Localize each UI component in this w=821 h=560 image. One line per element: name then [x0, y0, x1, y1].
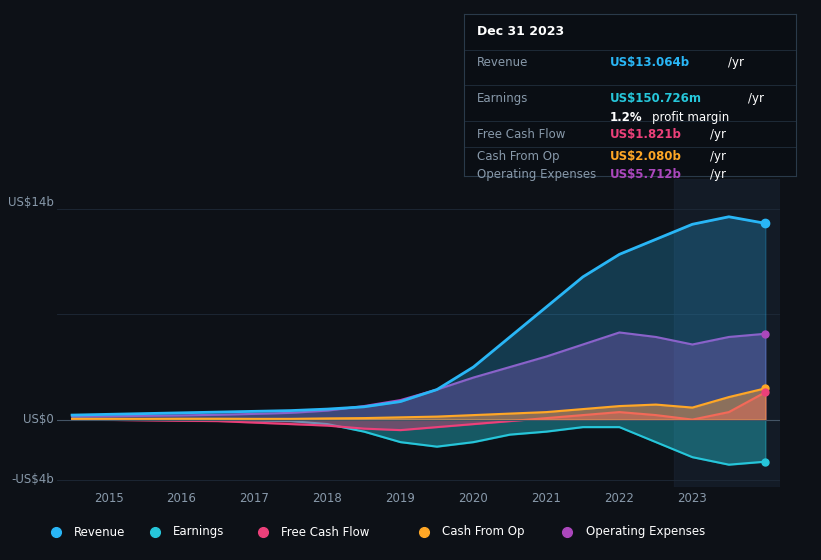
Text: Revenue: Revenue	[75, 525, 126, 539]
Text: Dec 31 2023: Dec 31 2023	[477, 25, 564, 39]
Text: US$0: US$0	[23, 413, 54, 426]
Text: profit margin: profit margin	[652, 111, 729, 124]
Text: 1.2%: 1.2%	[610, 111, 643, 124]
Text: US$150.726m: US$150.726m	[610, 92, 702, 105]
Text: /yr: /yr	[728, 56, 744, 69]
Text: Earnings: Earnings	[477, 92, 529, 105]
Text: /yr: /yr	[710, 151, 726, 164]
Text: Operating Expenses: Operating Expenses	[585, 525, 705, 539]
Text: Cash From Op: Cash From Op	[477, 151, 560, 164]
Text: /yr: /yr	[710, 168, 726, 181]
Text: Revenue: Revenue	[477, 56, 529, 69]
Text: /yr: /yr	[748, 92, 764, 105]
Text: US$13.064b: US$13.064b	[610, 56, 690, 69]
Text: Free Cash Flow: Free Cash Flow	[282, 525, 369, 539]
Text: US$5.712b: US$5.712b	[610, 168, 682, 181]
Text: Earnings: Earnings	[173, 525, 225, 539]
Text: US$1.821b: US$1.821b	[610, 128, 682, 141]
Bar	[674, 179, 780, 487]
Text: Operating Expenses: Operating Expenses	[477, 168, 596, 181]
Text: US$14b: US$14b	[8, 196, 54, 209]
Text: /yr: /yr	[710, 128, 726, 141]
Text: Free Cash Flow: Free Cash Flow	[477, 128, 566, 141]
Text: Cash From Op: Cash From Op	[443, 525, 525, 539]
Text: -US$4b: -US$4b	[11, 473, 54, 486]
Text: US$2.080b: US$2.080b	[610, 151, 682, 164]
